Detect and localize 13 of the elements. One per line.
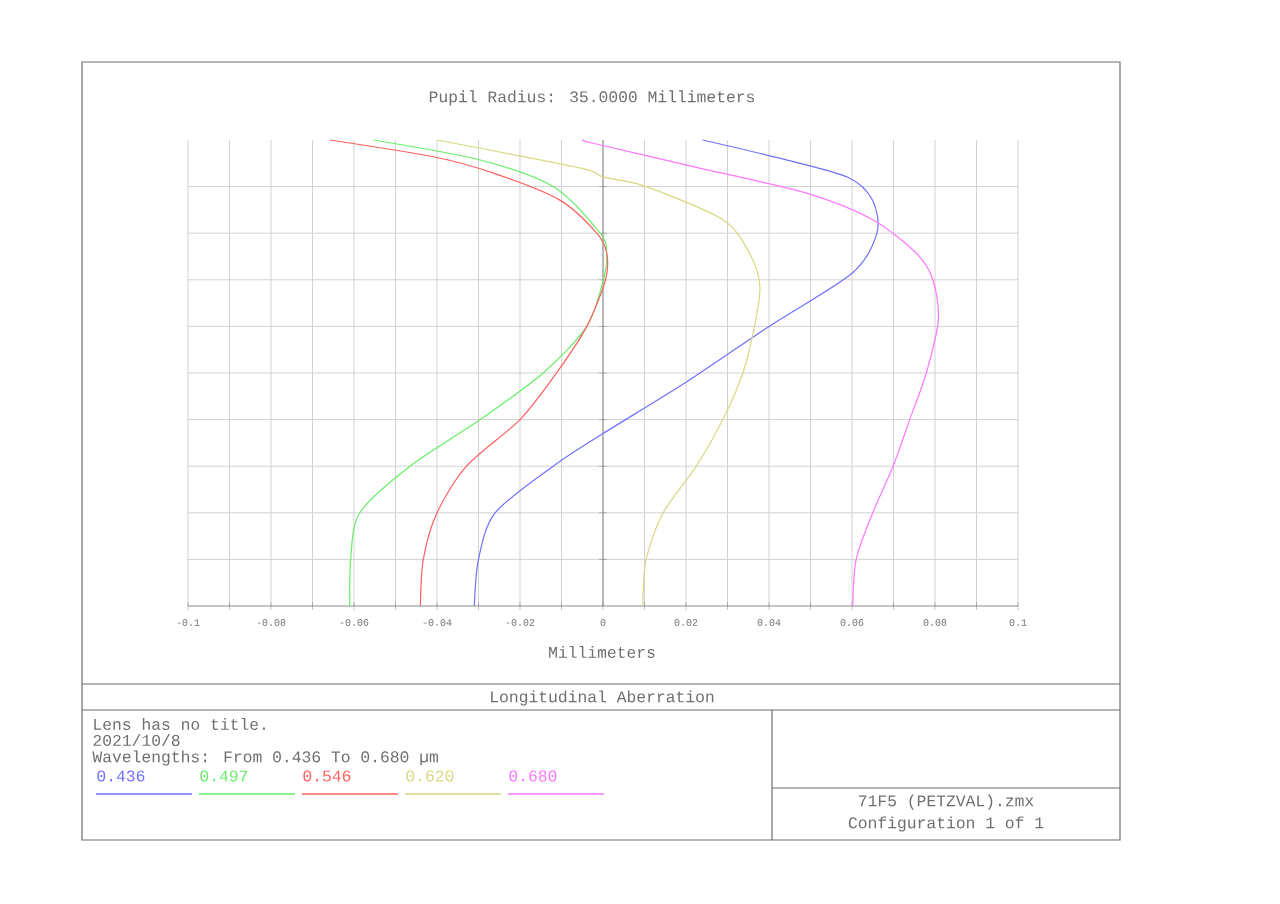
x-axis-title: Millimeters (549, 645, 655, 658)
text: Wavelengths: From 0.436 To 0.680 µm (92, 750, 438, 766)
text: 0.497 (200, 770, 248, 782)
text: 2021/10/8 (93, 733, 180, 746)
text: 71F5 (PETZVAL).zmx (859, 794, 1034, 810)
text: Lens has no title. (94, 717, 265, 730)
text: 0.620 (406, 770, 454, 782)
text: 0.680 (509, 770, 557, 782)
text: Configuration 1 of 1 (848, 816, 1044, 832)
chart-title: Pupil Radius: 35.0000 Millimeters (429, 90, 755, 106)
text: 0.546 (303, 770, 351, 782)
text: 0.436 (97, 770, 145, 782)
text: Longitudinal Aberration (491, 690, 714, 706)
